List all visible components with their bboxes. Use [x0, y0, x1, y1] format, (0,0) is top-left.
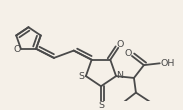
Text: S: S: [78, 72, 84, 81]
Text: O: O: [124, 49, 132, 58]
Text: O: O: [117, 40, 124, 49]
Text: O: O: [13, 45, 21, 54]
Text: N: N: [117, 71, 124, 80]
Text: S: S: [98, 101, 104, 110]
Text: OH: OH: [160, 59, 175, 68]
